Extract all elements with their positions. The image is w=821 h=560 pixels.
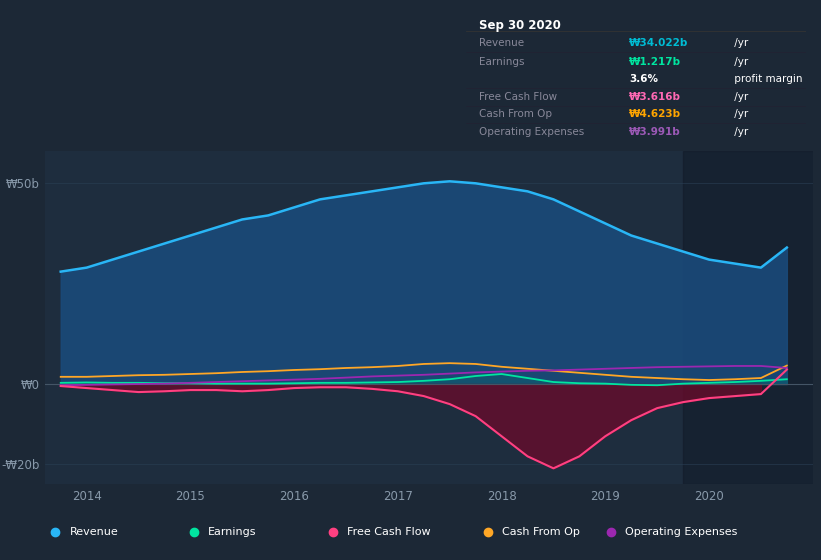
Text: /yr: /yr — [732, 57, 749, 67]
Text: Free Cash Flow: Free Cash Flow — [479, 91, 557, 101]
Text: Operating Expenses: Operating Expenses — [625, 527, 737, 537]
Text: Cash From Op: Cash From Op — [479, 109, 553, 119]
Text: 3.6%: 3.6% — [629, 74, 658, 83]
Text: profit margin: profit margin — [732, 74, 803, 83]
Text: /yr: /yr — [732, 109, 749, 119]
Text: Cash From Op: Cash From Op — [502, 527, 580, 537]
Text: Revenue: Revenue — [70, 527, 118, 537]
Text: Revenue: Revenue — [479, 38, 525, 48]
Text: /yr: /yr — [732, 91, 749, 101]
Text: Sep 30 2020: Sep 30 2020 — [479, 19, 561, 32]
Text: /yr: /yr — [732, 127, 749, 137]
Bar — [683, 151, 821, 484]
Text: Free Cash Flow: Free Cash Flow — [347, 527, 431, 537]
Text: Earnings: Earnings — [479, 57, 525, 67]
Text: /yr: /yr — [732, 38, 749, 48]
Text: ₩4.623b: ₩4.623b — [629, 109, 681, 119]
Text: ₩1.217b: ₩1.217b — [629, 57, 681, 67]
Text: ₩3.991b: ₩3.991b — [629, 127, 681, 137]
Text: ₩34.022b: ₩34.022b — [629, 38, 689, 48]
Text: ₩3.616b: ₩3.616b — [629, 91, 681, 101]
Text: Earnings: Earnings — [209, 527, 257, 537]
Text: Operating Expenses: Operating Expenses — [479, 127, 585, 137]
